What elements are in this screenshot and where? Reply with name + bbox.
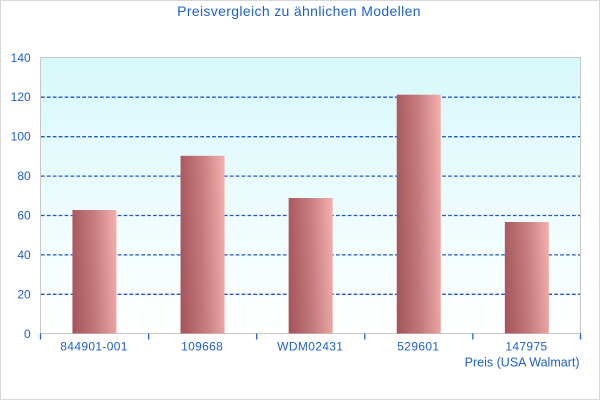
svg-text:20: 20 [17, 287, 31, 301]
svg-text:844901-001: 844901-001 [60, 339, 128, 353]
svg-text:147975: 147975 [505, 339, 547, 353]
svg-text:0: 0 [24, 327, 31, 341]
svg-text:109668: 109668 [181, 339, 223, 353]
svg-text:140: 140 [11, 51, 31, 65]
svg-text:WDM02431: WDM02431 [277, 339, 343, 353]
svg-text:100: 100 [11, 130, 31, 144]
svg-text:Preis (USA Walmart): Preis (USA Walmart) [465, 355, 580, 369]
svg-text:Preisvergleich zu ähnlichen Mo: Preisvergleich zu ähnlichen Modellen [177, 3, 421, 19]
svg-text:80: 80 [17, 169, 31, 183]
svg-text:120: 120 [11, 90, 31, 104]
svg-text:60: 60 [17, 209, 31, 223]
svg-text:529601: 529601 [397, 339, 439, 353]
svg-text:40: 40 [17, 248, 31, 262]
